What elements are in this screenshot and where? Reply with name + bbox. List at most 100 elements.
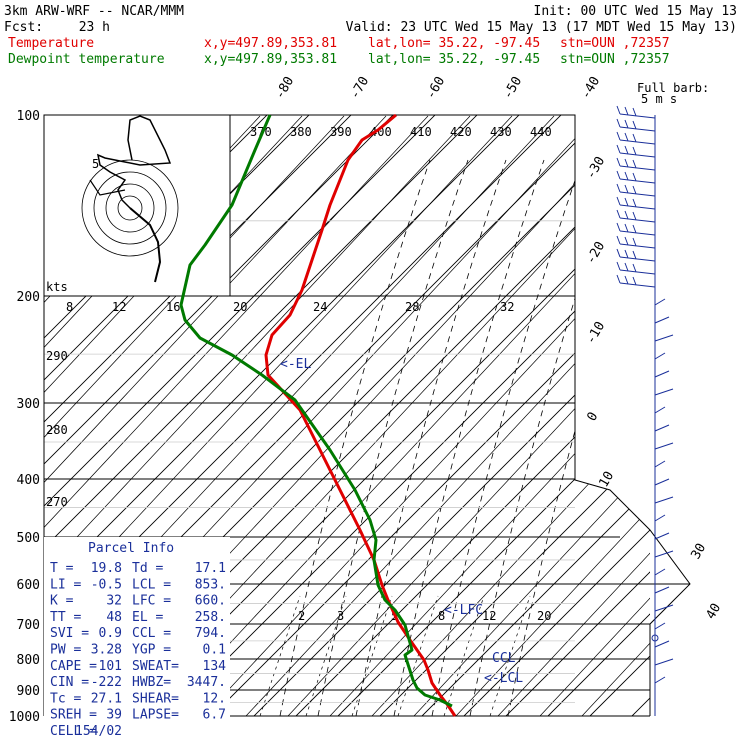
hodograph-speed-label: 8 — [66, 300, 73, 314]
wind-barb-flag — [616, 105, 621, 115]
mixing-ratio-line — [489, 595, 531, 716]
wind-barb-flag — [616, 118, 621, 128]
parcel-key: PW = — [50, 643, 81, 658]
ccl-annotation: CCL — [492, 651, 516, 666]
wind-barb-flag — [632, 250, 637, 260]
parcel-key: LFC = — [132, 594, 171, 609]
hodograph: 5 kts — [43, 114, 231, 297]
wind-key-line1: Full barb: — [637, 81, 709, 95]
wind-barb-flag — [632, 185, 637, 195]
wind-barb-flag — [632, 120, 637, 130]
isotherm-label: 10 — [596, 469, 617, 490]
hodograph-speed-label: 12 — [112, 300, 126, 314]
dry-adiabat-line — [413, 115, 650, 716]
wind-barb — [619, 204, 656, 210]
pressure-tick-label: 500 — [17, 531, 40, 546]
dry-adiabat-line — [371, 115, 650, 716]
wind-barb-flag — [624, 145, 629, 155]
wind-barb — [619, 191, 656, 197]
pressure-tick-label: 700 — [17, 618, 40, 633]
theta-label: 440 — [530, 125, 552, 139]
isotherm-label: 30 — [688, 541, 709, 562]
dry-adiabat-line — [497, 115, 650, 716]
moist-adiabat-line — [279, 159, 431, 716]
wind-barb-flag — [624, 262, 629, 272]
pressure-tick-label: 400 — [17, 473, 40, 488]
mixing-ratio-line — [443, 595, 485, 716]
wind-barb-flag — [632, 263, 637, 273]
theta-left-label: 270 — [46, 495, 68, 509]
parcel-value: 258. — [195, 610, 226, 625]
mixing-ratio-label: 20 — [537, 609, 551, 623]
wind-barbs: Full barb: 5 m s — [616, 81, 709, 716]
isotherm-label: -70 — [347, 74, 372, 102]
legend-temperature-xy: x,y=497.89,353.81 — [204, 36, 337, 51]
wind-barb-flag — [616, 261, 621, 271]
sounding-profiles — [179, 113, 457, 717]
theta-label: 400 — [370, 125, 392, 139]
dry-adiabat-line — [44, 115, 345, 716]
wind-barb-flag — [624, 210, 629, 220]
fcst-label: Fcst: — [4, 20, 43, 35]
parcel-value: 0.1 — [203, 643, 226, 658]
parcel-value: 3.28 — [91, 643, 122, 658]
mixing-ratio-line — [259, 595, 301, 716]
isotherm-line — [211, 115, 650, 716]
mixing-ratio-line — [397, 595, 439, 716]
wind-barb — [619, 256, 656, 262]
wind-barb — [654, 388, 674, 396]
wind-barb-set — [616, 105, 674, 684]
hodograph-speed-labels: 8 12 16 20 24 28 32 — [66, 300, 514, 314]
pressure-tick-label: 200 — [17, 290, 40, 305]
wind-barb — [654, 514, 666, 522]
hodograph-trace-branch — [89, 179, 126, 196]
fcst-hours: 23 h — [79, 20, 110, 35]
wind-barb — [654, 460, 666, 468]
legend-temperature-latlon: lat,lon= 35.22, -97.45 — [368, 36, 540, 51]
wind-barb-flag — [616, 131, 621, 141]
dry-adiabat-line — [44, 115, 429, 716]
wind-barb-flag — [616, 235, 621, 245]
wind-barb-flag — [632, 211, 637, 221]
wind-barb-flag — [616, 248, 621, 258]
dry-adiabat-line — [245, 115, 650, 716]
mixing-ratio-labels: 2 3 5 8 12 20 — [298, 609, 551, 623]
wind-barb-flag — [632, 276, 637, 286]
mixing-ratio-line — [351, 595, 393, 716]
moist-adiabat-line — [355, 159, 507, 716]
theta-labels: 370 380 390 400 410 420 430 440 — [250, 125, 552, 139]
wind-barb — [619, 126, 656, 132]
isotherm-label: 0 — [584, 410, 601, 424]
parcel-key: SREH = — [50, 708, 97, 723]
isotherm-line — [295, 115, 650, 716]
init-time: Init: 00 UTC Wed 15 May 13 — [534, 4, 738, 19]
wind-barb — [654, 352, 666, 360]
wind-barb — [654, 442, 674, 450]
hodograph-speed-label: 16 — [166, 300, 180, 314]
wind-barb — [654, 586, 670, 594]
wind-barb — [619, 152, 656, 158]
parcel-value: 134 — [203, 659, 227, 674]
legend-dewpoint: Dewpoint temperature — [8, 52, 165, 67]
hodograph-ring — [81, 159, 179, 257]
wind-barb-flag — [632, 224, 637, 234]
parcel-value: 3447. — [187, 675, 226, 690]
parcel-info-rows: T = 19.8 Td = 17.1 LI = -0.5 LCL = 853. K = 32 LFC… — [50, 561, 226, 739]
legend-dewpoint-stn: stn=OUN ,72357 — [560, 52, 670, 67]
wind-barb-flag — [616, 183, 621, 193]
parcel-value: 39 — [106, 708, 122, 723]
wind-barb — [619, 282, 656, 288]
wind-barb-flag — [616, 209, 621, 219]
isotherm-label: -80 — [272, 74, 297, 102]
parcel-value: -222 — [91, 675, 122, 690]
hodograph-kts-label: kts — [46, 280, 68, 294]
dry-adiabat-line — [44, 115, 387, 716]
wind-barb — [619, 243, 656, 249]
parcel-key: CIN = — [50, 675, 89, 690]
wind-barb-flag — [632, 172, 637, 182]
dry-adiabat-line — [539, 115, 650, 716]
parcel-key: Td = — [132, 561, 163, 576]
parcel-value: 19.8 — [91, 561, 122, 576]
hodograph-ring — [117, 195, 143, 221]
